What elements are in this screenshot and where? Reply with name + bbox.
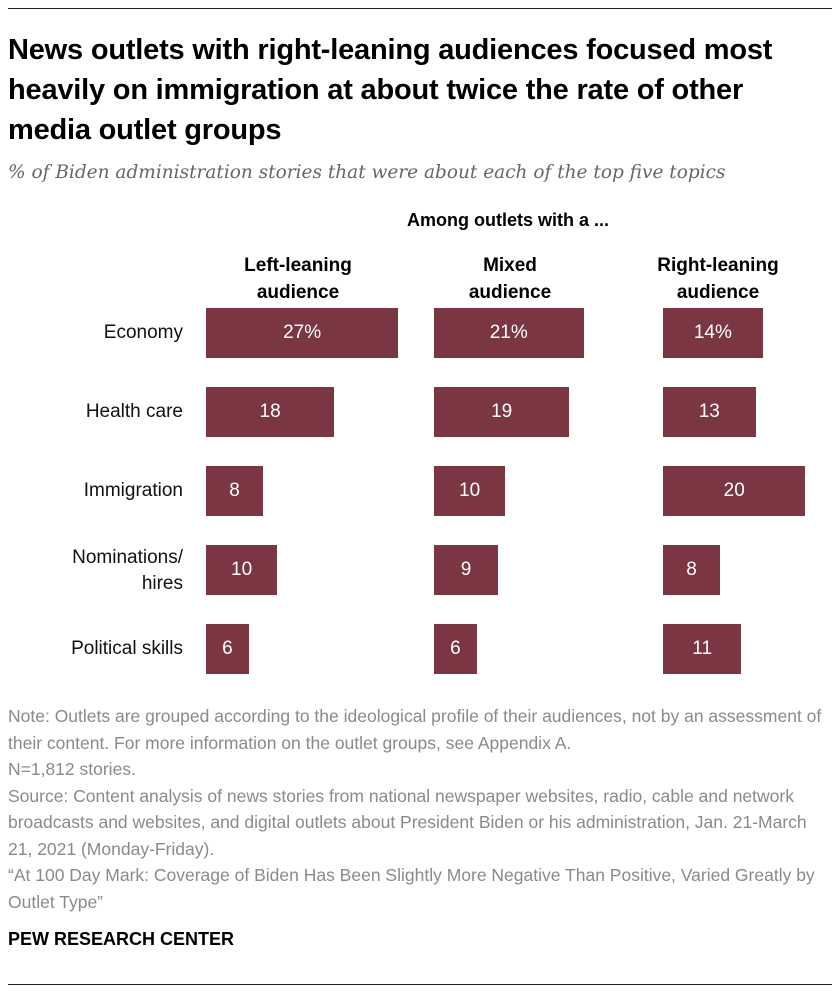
bar: 20 xyxy=(663,466,806,516)
group-label: Among outlets with a ... xyxy=(407,210,609,230)
category-label: Political skills xyxy=(71,638,183,659)
bar: 8 xyxy=(663,545,720,595)
bar: 11 xyxy=(663,624,742,674)
data-label: 8 xyxy=(229,480,240,501)
data-label: 6 xyxy=(450,638,461,659)
data-label: 18 xyxy=(259,401,281,422)
category-label: Immigration xyxy=(83,480,183,501)
data-label: 20 xyxy=(723,480,745,501)
bar: 10 xyxy=(434,466,506,516)
data-label: 10 xyxy=(231,559,253,580)
data-label: 13 xyxy=(698,401,720,422)
chart-subtitle: % of Biden administration stories that w… xyxy=(8,162,726,183)
column-header: Mixed audience xyxy=(468,255,552,303)
bar: 8 xyxy=(206,466,263,516)
report-title: “At 100 Day Mark: Coverage of Biden Has … xyxy=(8,865,815,912)
note-text: Note: Outlets are grouped according to t… xyxy=(8,706,822,753)
bar: 21% xyxy=(434,308,584,358)
column-header: Right-leaning audience xyxy=(657,255,779,303)
data-label: 21% xyxy=(489,322,528,343)
brand-logo-text: PEW RESEARCH CENTER xyxy=(8,929,235,949)
bar: 6 xyxy=(434,624,477,674)
bar: 13 xyxy=(663,387,756,437)
sample-size: N=1,812 stories. xyxy=(8,759,136,779)
bar: 19 xyxy=(434,387,570,437)
notes: Note: Outlets are grouped according to t… xyxy=(8,703,828,915)
top-rule xyxy=(8,8,832,9)
bar: 6 xyxy=(206,624,249,674)
bar: 18 xyxy=(206,387,335,437)
data-label: 9 xyxy=(460,559,472,580)
bar: 14% xyxy=(663,308,763,358)
data-label: 11 xyxy=(692,638,713,659)
data-label: 27% xyxy=(283,322,322,343)
bar: 27% xyxy=(206,308,399,358)
bar: 10 xyxy=(206,545,278,595)
source-text: Source: Content analysis of news stories… xyxy=(8,785,807,859)
category-label: Health care xyxy=(85,401,183,422)
bar: 9 xyxy=(434,545,499,595)
category-label: Economy xyxy=(103,322,183,343)
data-label: 10 xyxy=(459,480,481,501)
chart-title: News outlets with right-leaning audience… xyxy=(8,34,773,146)
data-label: 19 xyxy=(491,401,513,422)
column-header: Left-leaning audience xyxy=(244,255,352,303)
data-label: 8 xyxy=(686,559,697,580)
data-label: 14% xyxy=(693,322,732,343)
bottom-rule xyxy=(8,984,832,985)
category-label: Nominations/hires xyxy=(72,547,183,594)
data-label: 6 xyxy=(222,638,233,659)
